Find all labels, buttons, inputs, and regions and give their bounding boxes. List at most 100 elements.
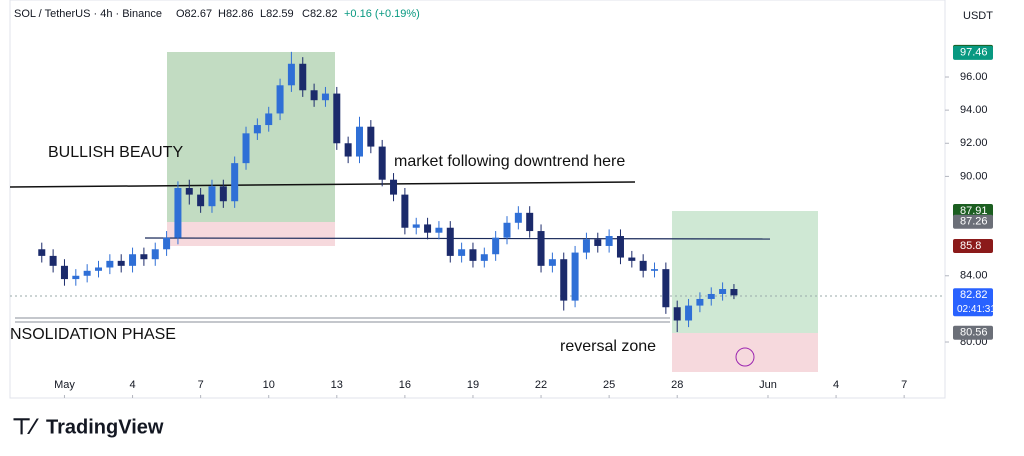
currency: USDT — [963, 10, 993, 22]
candle-body — [730, 289, 738, 296]
price-label: 85.8 — [960, 240, 981, 252]
candle-body — [378, 146, 386, 180]
candle-body — [299, 63, 307, 91]
profit-zone — [672, 211, 818, 333]
x-tick-label: 22 — [535, 379, 547, 391]
ohlc-close: C82.82 — [302, 8, 337, 20]
x-tick-label: 4 — [833, 379, 839, 391]
annotation: BULLISH BEAUTY — [48, 144, 183, 161]
candle-body — [276, 85, 284, 114]
candle-body — [628, 257, 636, 261]
candle-body — [83, 270, 91, 276]
candle-body — [287, 63, 295, 86]
candle-body — [548, 259, 556, 266]
candle-body — [231, 163, 239, 202]
price-label: 82.82 — [960, 289, 988, 301]
candle-body — [480, 254, 488, 261]
price-label: 97.46 — [960, 47, 988, 59]
loss-zone — [167, 222, 335, 246]
x-tick-label: Jun — [759, 379, 777, 391]
candle-body — [639, 260, 647, 271]
candle-body — [242, 133, 250, 164]
candle-body — [129, 254, 137, 266]
price-label-box — [953, 45, 993, 60]
candle-body — [685, 305, 693, 321]
candle-body — [344, 143, 352, 157]
candle-body — [594, 239, 602, 246]
candle-body — [662, 269, 670, 308]
alert-icon — [735, 347, 755, 367]
candle-body — [469, 249, 477, 261]
price-label-box — [953, 214, 993, 229]
candle-body — [367, 126, 375, 147]
symbol: SOL / TetherUS · 4h · Binance — [14, 8, 162, 20]
candle-body — [526, 212, 534, 232]
price-label-box — [953, 325, 993, 340]
x-tick-label: 13 — [331, 379, 343, 391]
x-tick-label: 28 — [671, 379, 683, 391]
countdown: 02:41:31 — [957, 304, 996, 315]
candle-body — [537, 231, 545, 266]
candle-body — [253, 125, 261, 134]
x-tick-label: 25 — [603, 379, 615, 391]
annotation: reversal zone — [560, 338, 656, 355]
candle-body — [163, 237, 171, 250]
x-tick-label: 16 — [399, 379, 411, 391]
candle-body — [321, 93, 329, 101]
candle-body — [185, 187, 193, 195]
candle-body — [560, 259, 568, 301]
candle-body — [140, 254, 148, 260]
ohlc-high: H82.86 — [218, 8, 253, 20]
x-tick-label: 7 — [198, 379, 204, 391]
candles — [38, 51, 738, 333]
candle-body — [582, 239, 590, 253]
candle-body — [571, 252, 579, 301]
candle-body — [435, 227, 443, 233]
candle-body — [673, 307, 681, 321]
candle-body — [72, 275, 80, 280]
brand: TradingView — [46, 416, 164, 438]
y-tick-label: 92.00 — [960, 137, 988, 149]
candle-body — [265, 113, 273, 126]
candle-body — [151, 249, 159, 260]
candle-body — [412, 224, 420, 228]
candle-body — [503, 222, 511, 238]
y-tick-label: 94.00 — [960, 104, 988, 116]
candle-body — [719, 289, 727, 294]
candle-body — [446, 227, 454, 256]
candle-body — [60, 265, 68, 280]
change: +0.16 (+0.19%) — [344, 8, 420, 20]
x-tick-label: 7 — [901, 379, 907, 391]
price-label: 87.26 — [960, 216, 988, 228]
candle-body — [95, 267, 103, 271]
candle-body — [310, 90, 318, 101]
x-tick-label: 4 — [129, 379, 135, 391]
candle-body — [651, 269, 659, 271]
x-tick-label: 19 — [467, 379, 479, 391]
candle-body — [333, 93, 341, 144]
candle-body — [106, 260, 114, 268]
annotation: NSOLIDATION PHASE — [10, 326, 176, 343]
candle-body — [605, 236, 613, 246]
trend-line — [144, 237, 771, 240]
price-label-box — [953, 288, 993, 317]
candle-body — [174, 187, 182, 238]
profit-zone — [167, 52, 335, 222]
candle-body — [696, 298, 704, 306]
trend-line — [9, 181, 636, 188]
candle-body — [117, 260, 125, 266]
x-tick-label: 10 — [263, 379, 275, 391]
candle-body — [38, 249, 46, 256]
candle-body — [514, 212, 522, 223]
ohlc-low: L82.59 — [260, 8, 294, 20]
ohlc-open: O82.67 — [176, 8, 212, 20]
candle-body — [390, 179, 398, 195]
price-label: 87.91 — [960, 205, 988, 217]
candle-body — [401, 194, 409, 228]
y-tick-label: 96.00 — [960, 71, 988, 83]
candle-body — [458, 249, 466, 256]
price-label-box — [953, 238, 993, 253]
candle-body — [492, 237, 500, 255]
y-tick-label: 90.00 — [960, 170, 988, 182]
